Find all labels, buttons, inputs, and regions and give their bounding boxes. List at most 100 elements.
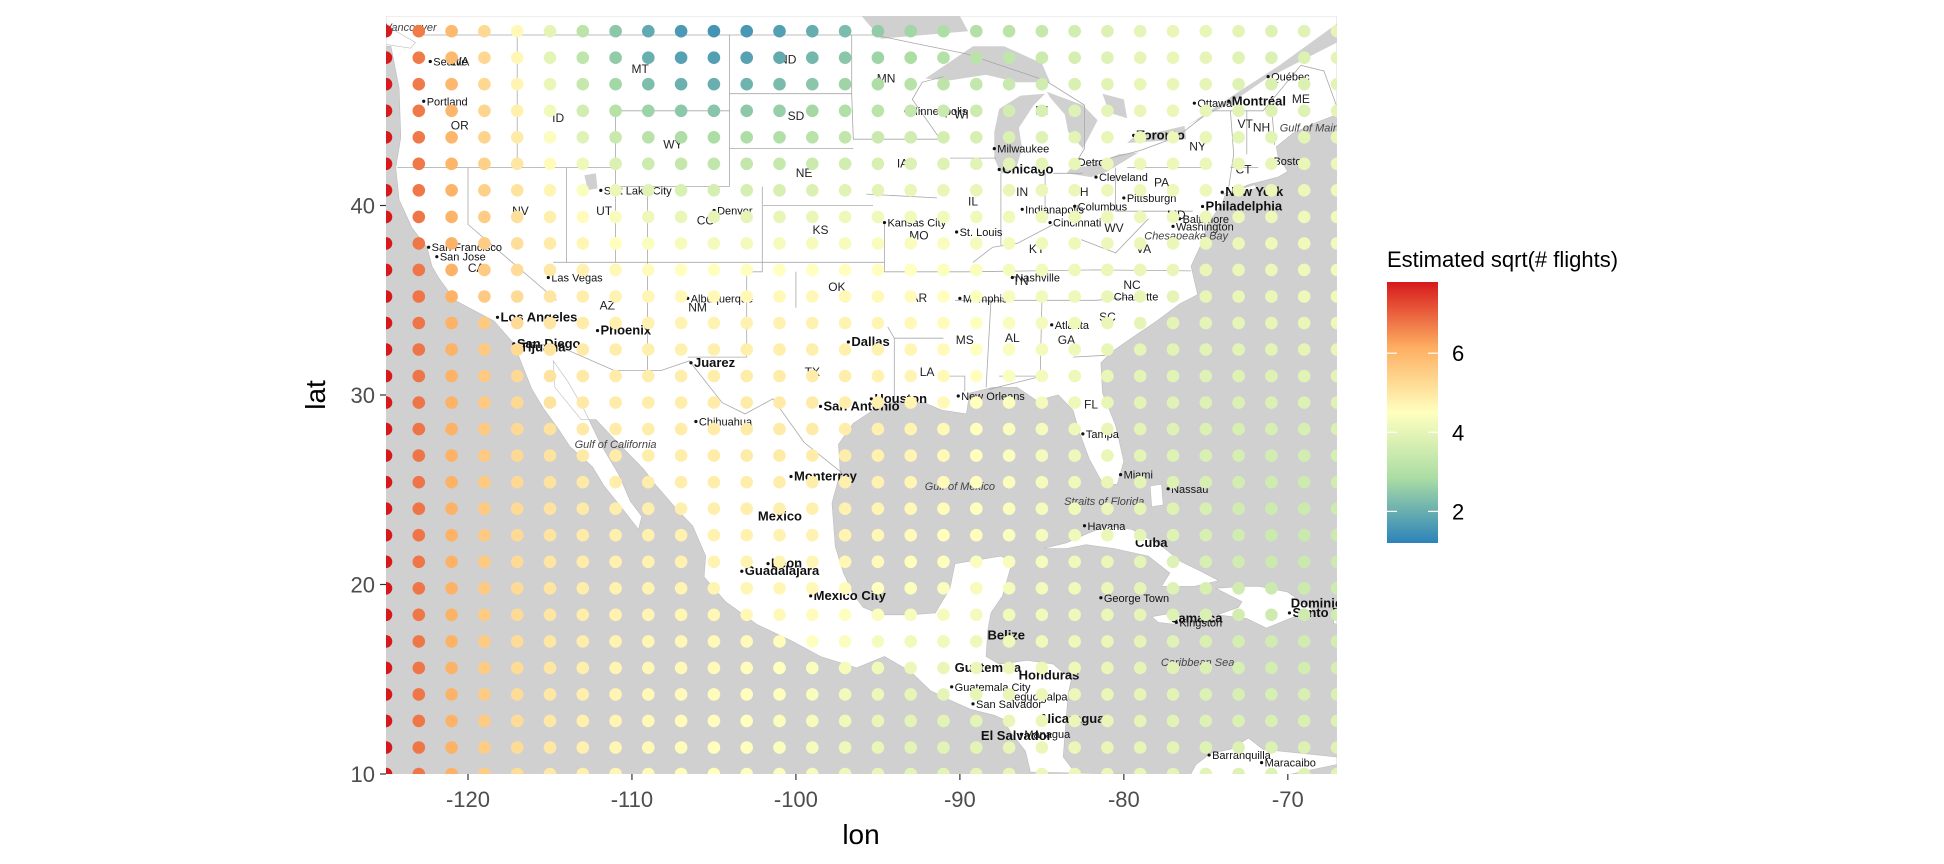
city-marker — [1081, 432, 1085, 436]
flight-point — [445, 210, 458, 224]
flight-point — [1297, 316, 1311, 330]
water-label: Straits of Florida — [1064, 496, 1144, 508]
flight-point — [576, 263, 590, 277]
flight-point — [1330, 263, 1337, 277]
flight-point — [904, 157, 917, 171]
city-marker — [1118, 472, 1123, 477]
flight-point — [674, 502, 688, 515]
city-marker — [435, 255, 439, 259]
flight-point — [904, 369, 917, 383]
flight-point — [478, 661, 491, 675]
flight-point — [1265, 290, 1278, 303]
flight-point — [871, 316, 885, 330]
flight-point — [1265, 582, 1278, 595]
flight-point — [412, 157, 426, 171]
flight-point — [707, 449, 721, 462]
flight-point — [904, 104, 917, 118]
flight-point — [412, 582, 426, 595]
flight-point — [510, 316, 524, 330]
flight-point — [838, 290, 852, 303]
flight-point — [543, 131, 557, 144]
flight-point — [1002, 24, 1016, 38]
place-label: Columbus — [1078, 201, 1128, 213]
flight-point — [806, 263, 819, 277]
flight-point — [1232, 396, 1245, 409]
water-label: Gulf of Maine — [1280, 123, 1345, 135]
flight-point — [674, 635, 688, 648]
flight-point — [1101, 263, 1114, 277]
flight-point — [412, 741, 426, 754]
flight-point — [576, 51, 590, 64]
state-label: IL — [968, 195, 978, 209]
place-label: Juarez — [694, 355, 736, 370]
flight-point — [904, 475, 917, 489]
state-label: LA — [920, 365, 935, 379]
flight-point — [1330, 422, 1337, 436]
flight-point — [740, 608, 753, 622]
place-label: Las Vegas — [551, 273, 603, 285]
border-line — [851, 35, 941, 140]
flight-point — [1199, 688, 1213, 701]
flight-point — [904, 396, 917, 409]
flight-point — [510, 688, 524, 701]
flight-point — [806, 104, 819, 118]
flight-point — [1133, 263, 1147, 277]
flight-point — [1068, 449, 1081, 462]
flight-point — [838, 688, 852, 701]
flight-point — [1002, 131, 1016, 144]
flight-point — [1232, 210, 1245, 224]
legend-ticks: 2 4 6 — [1387, 341, 1464, 524]
y-axis-title: lat — [300, 380, 331, 410]
x-axis-title: lon — [842, 819, 879, 850]
flight-point — [1101, 343, 1114, 356]
flight-point — [1133, 688, 1147, 701]
flight-point — [806, 157, 819, 171]
flight-point — [1068, 263, 1081, 277]
flight-point — [838, 24, 852, 38]
border-line — [467, 167, 557, 301]
flight-point — [838, 316, 852, 330]
flight-point — [937, 290, 950, 303]
flight-point — [970, 502, 983, 515]
flight-point — [970, 475, 983, 489]
place-label: Miami — [1124, 470, 1153, 482]
flight-point — [576, 714, 590, 728]
flight-point — [510, 210, 524, 224]
flight-point — [1166, 661, 1180, 675]
flight-point — [674, 24, 688, 38]
flight-point — [642, 369, 655, 383]
flight-point — [510, 77, 524, 91]
flight-point — [609, 51, 622, 64]
flight-point — [707, 263, 721, 277]
flight-point — [871, 104, 885, 118]
flight-point — [674, 422, 688, 436]
flight-point — [871, 688, 885, 701]
flight-point — [543, 51, 557, 64]
flight-point — [510, 24, 524, 38]
flight-point — [412, 369, 426, 383]
flight-point — [1297, 608, 1311, 622]
flight-point — [609, 635, 622, 648]
flight-point — [445, 77, 458, 91]
flight-point — [1068, 77, 1081, 91]
flight-point — [740, 51, 753, 64]
flight-point — [1265, 343, 1278, 356]
flight-point — [543, 422, 557, 436]
flight-point — [1035, 502, 1049, 515]
place-label: Dallas — [851, 334, 889, 349]
flight-point — [1265, 131, 1278, 144]
flight-point — [1232, 555, 1245, 569]
flight-point — [904, 767, 917, 774]
flight-point — [478, 51, 491, 64]
state-label: IN — [1016, 185, 1028, 199]
city-marker — [789, 474, 793, 479]
flight-point — [707, 741, 721, 754]
flight-point — [1330, 24, 1337, 38]
flight-point — [478, 767, 491, 774]
flight-point — [937, 502, 950, 515]
legend-colorbar — [1387, 282, 1438, 543]
place-label: Maracaibo — [1265, 758, 1316, 770]
flight-point — [1265, 184, 1278, 197]
flight-point — [1265, 24, 1278, 38]
flight-point — [1199, 210, 1213, 224]
